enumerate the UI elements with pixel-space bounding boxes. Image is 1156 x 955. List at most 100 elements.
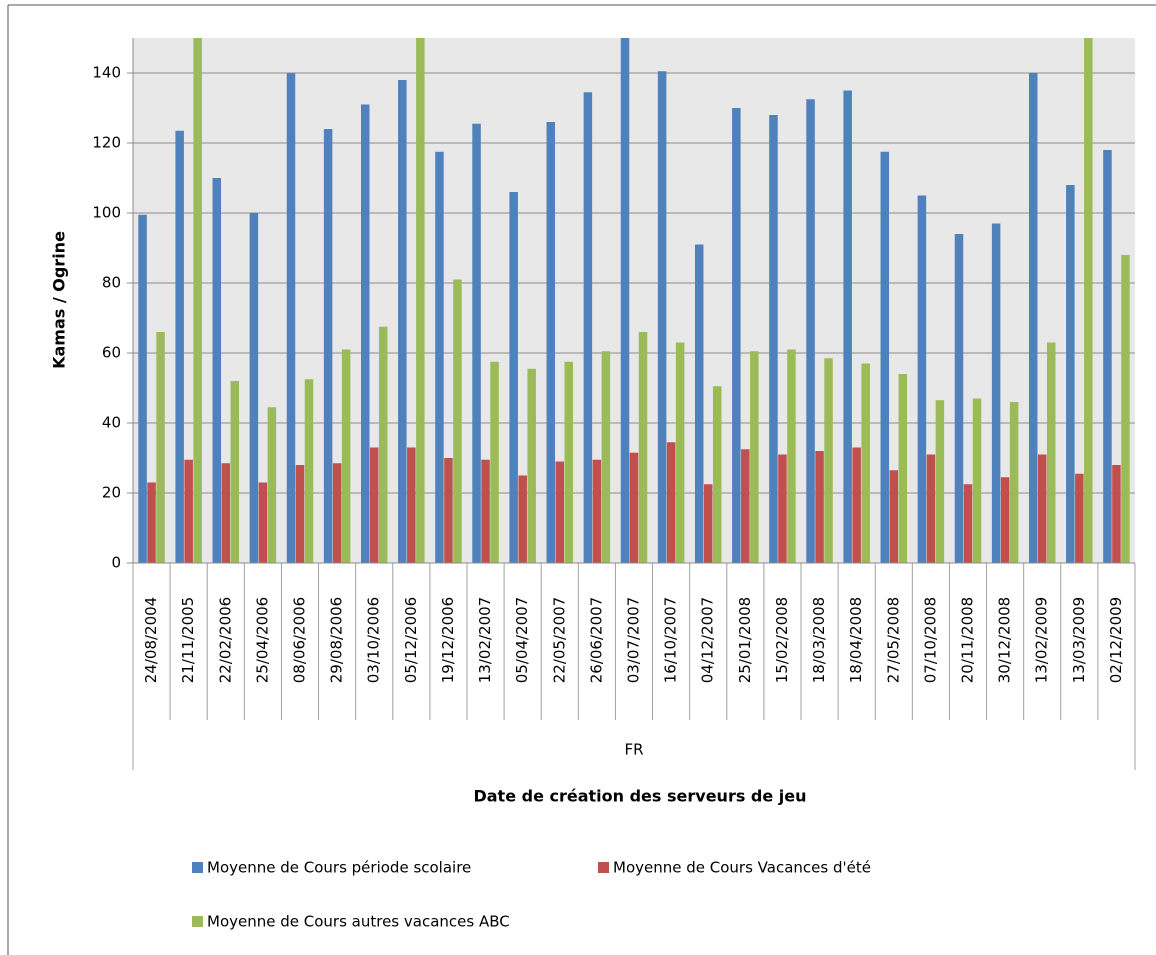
bar [490, 361, 499, 563]
bar [703, 484, 713, 563]
y-tick-label: 20 [102, 484, 121, 502]
y-tick-label: 60 [102, 344, 121, 362]
bar [741, 449, 750, 563]
bar [861, 363, 870, 563]
y-axis-title: Kamas / Ogrine [50, 231, 69, 369]
bar [898, 374, 908, 563]
bar [638, 332, 648, 563]
x-tick-label: 26/06/2007 [587, 597, 605, 683]
bar [518, 475, 527, 563]
x-tick-label: 07/10/2008 [921, 597, 939, 683]
bar [963, 484, 973, 563]
bar [592, 459, 602, 563]
x-tick-label: 25/01/2008 [736, 597, 754, 683]
x-tick-label: 15/02/2008 [773, 597, 791, 683]
x-tick-label: 18/04/2008 [847, 597, 865, 683]
legend-label: Moyenne de Cours autres vacances ABC [207, 913, 510, 931]
legend-swatch [598, 862, 609, 873]
bar [184, 459, 193, 563]
bar [806, 99, 815, 563]
bar [156, 332, 165, 563]
bar [1066, 185, 1075, 563]
bar [341, 349, 351, 563]
bar [750, 351, 759, 563]
x-tick-label: 22/02/2006 [216, 597, 234, 683]
bar [481, 459, 490, 563]
bar [1112, 465, 1121, 563]
bar [666, 442, 676, 563]
x-tick-label: 18/03/2008 [810, 597, 828, 683]
bar [769, 115, 778, 563]
bar [527, 368, 536, 563]
bar [732, 108, 741, 563]
bar [453, 279, 462, 563]
bar [935, 400, 945, 563]
bar [889, 470, 899, 563]
bar [1009, 402, 1019, 563]
bar [555, 461, 565, 563]
bar [258, 482, 268, 563]
bar [1103, 150, 1112, 563]
bar [620, 38, 630, 563]
y-tick-label: 40 [102, 414, 121, 432]
bar [267, 407, 277, 563]
bar [378, 326, 388, 563]
x-tick-label: 29/08/2006 [328, 597, 346, 683]
bar [712, 386, 722, 563]
bar [824, 358, 833, 563]
bar [193, 38, 202, 563]
bar [778, 454, 787, 563]
x-tick-label: 04/12/2007 [699, 597, 717, 683]
x-tick-label: 21/11/2005 [179, 597, 197, 683]
bar [583, 92, 593, 563]
bar [1121, 255, 1130, 563]
bar [138, 214, 147, 563]
bar [398, 80, 407, 563]
bar [295, 465, 305, 563]
legend-swatch [192, 862, 203, 873]
bar [1000, 477, 1010, 563]
bar [917, 195, 927, 563]
x-tick-label: 03/10/2006 [365, 597, 383, 683]
legend-swatch [192, 916, 203, 927]
bar [601, 351, 611, 563]
x-tick-label: 02/12/2009 [1107, 597, 1125, 683]
bar [472, 123, 481, 563]
y-tick-label: 140 [92, 64, 121, 82]
x-tick-label: 19/12/2006 [439, 597, 457, 683]
x-tick-label: 20/11/2008 [959, 597, 977, 683]
bar [787, 349, 796, 563]
x-tick-label: 22/05/2007 [550, 597, 568, 683]
y-tick-label: 100 [92, 204, 121, 222]
x-tick-label: 08/06/2006 [291, 597, 309, 683]
bar [852, 447, 861, 563]
bar [323, 129, 333, 563]
bar [444, 458, 453, 563]
x-tick-label: 05/12/2006 [402, 597, 420, 683]
legend-label: Moyenne de Cours période scolaire [207, 859, 471, 877]
y-tick-label: 80 [102, 274, 121, 292]
bar [991, 223, 1001, 563]
legend-label: Moyenne de Cours Vacances d'été [613, 859, 871, 877]
x-tick-label: 05/04/2007 [513, 597, 531, 683]
y-tick-label: 120 [92, 134, 121, 152]
bar [332, 463, 342, 563]
bar [843, 90, 852, 563]
bars [138, 38, 1130, 563]
bar [249, 213, 259, 563]
bar [815, 451, 824, 563]
bar [694, 244, 704, 563]
bar [369, 447, 379, 563]
x-tick-label: 16/10/2007 [662, 597, 680, 683]
x-tick-label: 13/02/2007 [476, 597, 494, 683]
bar [360, 104, 370, 563]
x-tick-label: 13/02/2009 [1033, 597, 1051, 683]
x-tick-label: 25/04/2006 [253, 597, 271, 683]
bar [407, 447, 416, 563]
bar [972, 398, 982, 563]
x-tick-label: 03/07/2007 [625, 597, 643, 683]
bar [212, 178, 222, 563]
bar [147, 482, 156, 563]
x-tick-label: 24/08/2004 [142, 597, 160, 683]
